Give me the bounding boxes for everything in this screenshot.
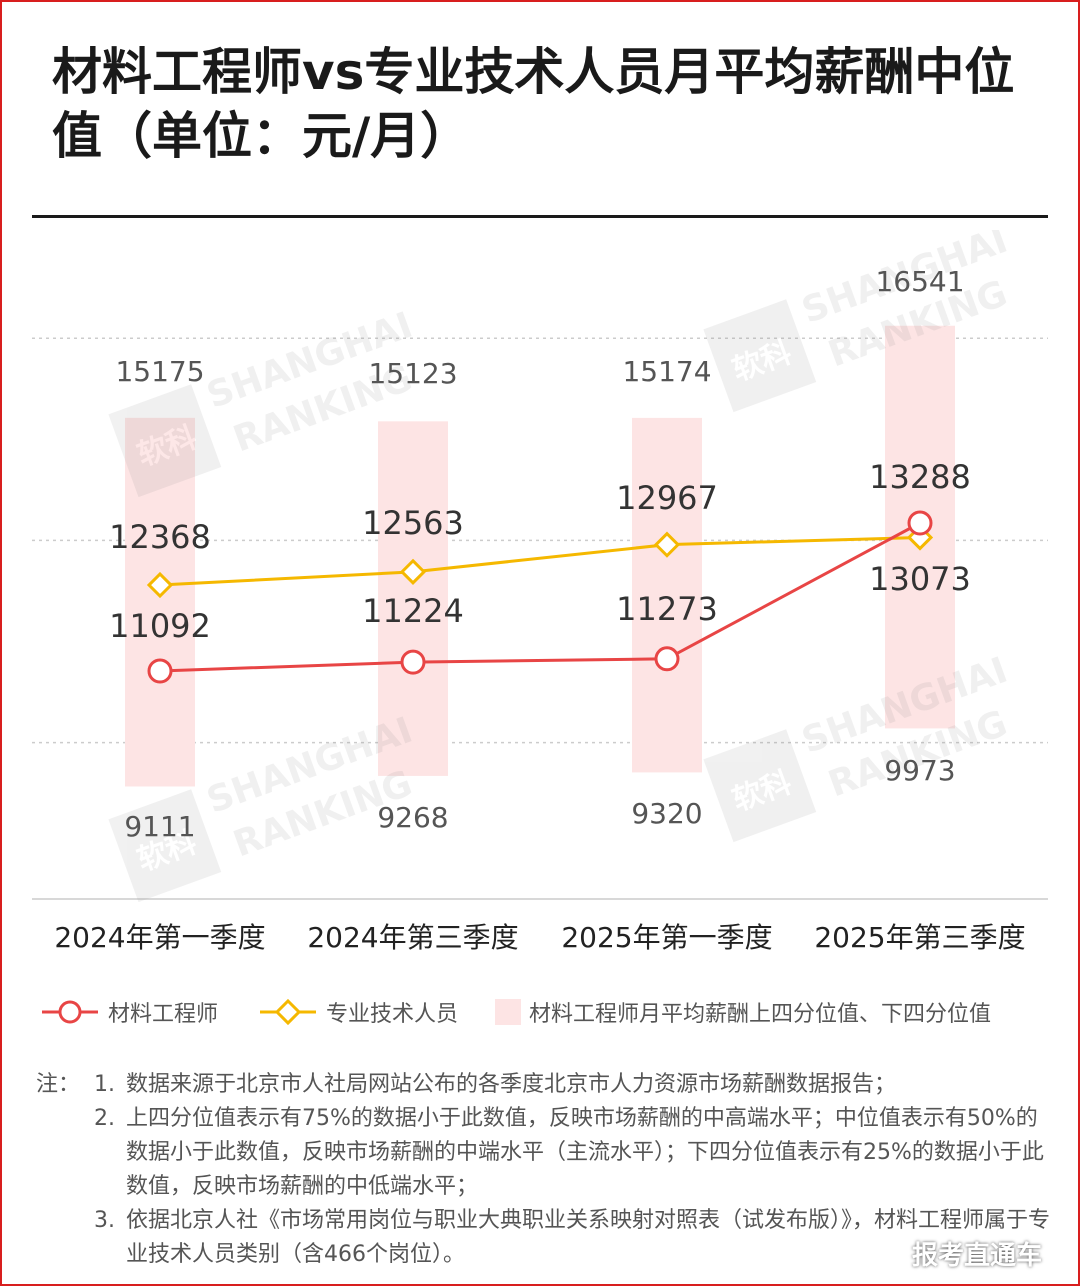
data-label-engineer: 11092: [109, 607, 211, 645]
x-tick-label: 2025年第三季度: [814, 921, 1025, 950]
note-item: 3. 依据北京人社《市场常用岗位与职业大典职业关系映射对照表（试发布版）》，材料…: [94, 1204, 1052, 1272]
grid-lines: [32, 337, 1048, 900]
data-label-engineer: 11224: [362, 592, 464, 630]
note-item: 2. 上四分位值表示有75%的数据小于此数值，反映市场薪酬的中高端水平；中位值表…: [94, 1102, 1052, 1204]
title-divider: [32, 215, 1048, 218]
data-label-upper: 15123: [368, 357, 457, 390]
note-text: 依据北京人社《市场常用岗位与职业大典职业关系映射对照表（试发布版）》，材料工程师…: [126, 1208, 1051, 1267]
watermark-logo-icon: [108, 384, 222, 498]
point-marker-professional: [653, 531, 681, 558]
point-marker-professional: [399, 558, 427, 585]
quartile-bands: [125, 325, 955, 787]
data-label-upper: 16541: [875, 265, 964, 298]
notes-prefix: 注：: [36, 1072, 81, 1097]
data-label-lower: 9111: [124, 810, 195, 843]
note-text: 上四分位值表示有75%的数据小于此数值，反映市场薪酬的中高端水平；中位值表示有5…: [126, 1106, 1044, 1199]
series-markers: [146, 510, 934, 684]
quartile-band: [125, 417, 195, 787]
point-marker-engineer: [147, 658, 173, 684]
legend-band-swatch-icon: [495, 999, 521, 1025]
data-label-professional: 12563: [362, 504, 464, 542]
legend-label-range: 材料工程师月平均薪酬上四分位值、下四分位值: [529, 1002, 992, 1027]
watermark-logo-icon: [108, 789, 222, 903]
x-tick-label: 2025年第一季度: [561, 921, 772, 950]
quartile-band: [632, 417, 702, 773]
legend-item-engineer: 材料工程师: [40, 990, 218, 1034]
note-item: 1. 数据来源于北京市人社局网站公布的各季度北京市人力资源市场薪酬数据报告；: [94, 1068, 1052, 1102]
x-tick-label: 2024年第一季度: [54, 921, 265, 950]
legend-item-range: 材料工程师月平均薪酬上四分位值、下四分位值: [495, 990, 991, 1034]
note-number: 3.: [94, 1208, 115, 1233]
source-watermark: 报考直通车: [911, 1241, 1042, 1271]
series-line-engineer: [159, 521, 921, 673]
legend-label-professional: 专业技术人员: [326, 1002, 459, 1027]
data-label-professional: 13073: [869, 560, 971, 598]
note-text: 数据来源于北京市人社局网站公布的各季度北京市人力资源市场薪酬数据报告；: [126, 1072, 897, 1097]
data-labels: 15175 9111 12368 11092 15123 9268 12563 11224 15…: [109, 265, 971, 843]
chart-title: 材料工程师vs专业技术人员月平均薪酬中位值（单位：元/月）: [52, 43, 1015, 165]
legend: 材料工程师 专业技术人员 材料工程师月平均薪酬上四分位值、下四分位值: [40, 990, 1050, 1034]
data-label-lower: 9973: [884, 754, 955, 787]
watermark-logo-icon: [703, 299, 817, 413]
data-label-upper: 15175: [115, 355, 204, 388]
data-label-professional: 12967: [616, 479, 718, 517]
note-number: 2.: [94, 1106, 115, 1131]
legend-diamond-marker-icon: [260, 998, 316, 1026]
data-label-engineer: 11273: [616, 590, 718, 628]
data-label-lower: 9320: [631, 797, 702, 830]
legend-circle-marker-icon: [42, 1000, 98, 1024]
data-label-engineer: 13288: [869, 458, 971, 496]
watermark-logo-icon: [703, 729, 817, 843]
legend-label-engineer: 材料工程师: [108, 1002, 219, 1027]
data-label-lower: 9268: [377, 801, 448, 834]
series-lines: [159, 521, 921, 673]
data-label-professional: 12368: [109, 518, 211, 556]
note-number: 1.: [94, 1072, 115, 1097]
series-line-professional: [159, 535, 921, 587]
point-marker-engineer: [400, 649, 426, 675]
x-axis: 2024年第一季度 2024年第三季度 2025年第一季度 2025年第三季度: [54, 921, 1025, 950]
legend-item-professional: 专业技术人员: [258, 990, 458, 1034]
point-marker-engineer: [907, 510, 933, 536]
point-marker-engineer: [654, 646, 680, 672]
data-label-upper: 15174: [622, 355, 711, 388]
quartile-band: [378, 421, 448, 776]
x-tick-label: 2024年第三季度: [307, 921, 518, 950]
point-marker-professional: [146, 571, 174, 599]
